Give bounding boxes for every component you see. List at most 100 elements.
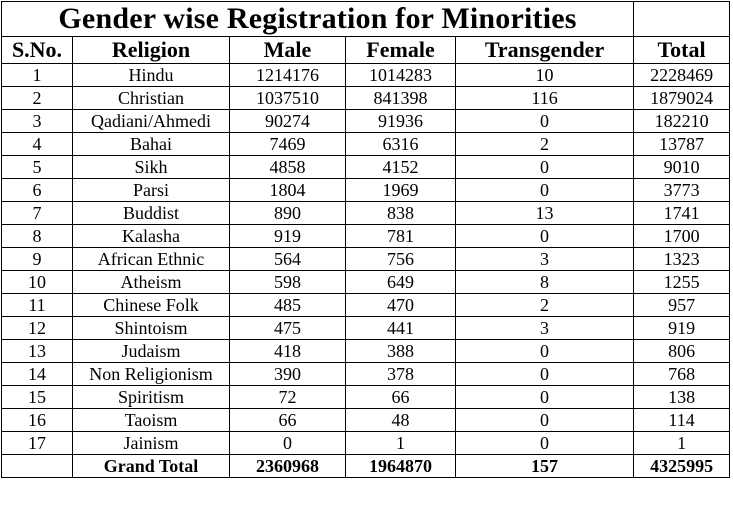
cell-female: 6316	[345, 132, 456, 156]
table-row: 2 Christian 1037510 841398 116 1879024	[1, 86, 731, 110]
header-religion: Religion	[72, 36, 230, 64]
cell-transgender: 3	[454, 247, 635, 271]
cell-religion: African Ethnic	[72, 247, 230, 271]
cell-total: 957	[633, 293, 731, 317]
table-row: 13 Judaism 418 388 0 806	[1, 339, 731, 363]
cell-total: 806	[633, 339, 731, 363]
cell-transgender: 0	[454, 178, 635, 202]
cell-female: 838	[345, 201, 456, 225]
cell-male: 475	[229, 316, 346, 340]
cell-female: 91936	[345, 109, 456, 133]
table-row: 5 Sikh 4858 4152 0 9010	[1, 155, 731, 179]
cell-male: 564	[229, 247, 346, 271]
grand-total-male: 2360968	[229, 454, 346, 478]
cell-transgender: 116	[454, 86, 635, 110]
cell-religion: Sikh	[72, 155, 230, 179]
cell-sno: 12	[1, 316, 73, 340]
cell-male: 919	[229, 224, 346, 248]
cell-female: 1014283	[345, 63, 456, 87]
cell-male: 7469	[229, 132, 346, 156]
cell-total: 2228469	[633, 63, 731, 87]
table-row: 4 Bahai 7469 6316 2 13787	[1, 132, 731, 156]
cell-religion: Atheism	[72, 270, 230, 294]
cell-total: 1879024	[633, 86, 731, 110]
title-blank-cell	[633, 1, 731, 37]
table-title: Gender wise Registration for Minorities	[0, 1, 635, 37]
cell-transgender: 2	[454, 293, 635, 317]
cell-total: 138	[633, 385, 731, 409]
cell-total: 1741	[633, 201, 731, 225]
table-row: 6 Parsi 1804 1969 0 3773	[1, 178, 731, 202]
cell-female: 841398	[345, 86, 456, 110]
cell-religion: Judaism	[72, 339, 230, 363]
table-row: 14 Non Religionism 390 378 0 768	[1, 362, 731, 386]
cell-sno: 13	[1, 339, 73, 363]
cell-sno: 5	[1, 155, 73, 179]
cell-male: 66	[229, 408, 346, 432]
cell-male: 890	[229, 201, 346, 225]
table-row: 7 Buddist 890 838 13 1741	[1, 201, 731, 225]
cell-female: 378	[345, 362, 456, 386]
table-row: 9 African Ethnic 564 756 3 1323	[1, 247, 731, 271]
cell-total: 1	[633, 431, 731, 455]
cell-religion: Hindu	[72, 63, 230, 87]
cell-sno: 1	[1, 63, 73, 87]
table-row: 15 Spiritism 72 66 0 138	[1, 385, 731, 409]
cell-sno: 4	[1, 132, 73, 156]
cell-sno: 2	[1, 86, 73, 110]
table-row: 11 Chinese Folk 485 470 2 957	[1, 293, 731, 317]
grand-total-row: Grand Total 2360968 1964870 157 4325995	[1, 454, 731, 478]
grand-total-transgender: 157	[454, 454, 635, 478]
header-female: Female	[345, 36, 456, 64]
cell-male: 1804	[229, 178, 346, 202]
table-row: 17 Jainism 0 1 0 1	[1, 431, 731, 455]
cell-male: 390	[229, 362, 346, 386]
cell-sno: 8	[1, 224, 73, 248]
cell-religion: Shintoism	[72, 316, 230, 340]
cell-religion: Parsi	[72, 178, 230, 202]
cell-male: 598	[229, 270, 346, 294]
cell-sno: 17	[1, 431, 73, 455]
grand-total-label: Grand Total	[72, 454, 230, 478]
cell-religion: Chinese Folk	[72, 293, 230, 317]
cell-female: 1	[345, 431, 456, 455]
grand-total-female: 1964870	[345, 454, 456, 478]
cell-female: 48	[345, 408, 456, 432]
cell-religion: Spiritism	[72, 385, 230, 409]
cell-sno: 14	[1, 362, 73, 386]
cell-religion: Buddist	[72, 201, 230, 225]
header-row: S.No. Religion Male Female Transgender T…	[1, 36, 731, 64]
cell-religion: Kalasha	[72, 224, 230, 248]
cell-total: 114	[633, 408, 731, 432]
table-row: 10 Atheism 598 649 8 1255	[1, 270, 731, 294]
header-sno: S.No.	[1, 36, 73, 64]
cell-male: 90274	[229, 109, 346, 133]
cell-female: 4152	[345, 155, 456, 179]
cell-male: 72	[229, 385, 346, 409]
cell-transgender: 0	[454, 385, 635, 409]
cell-female: 1969	[345, 178, 456, 202]
header-male: Male	[229, 36, 346, 64]
cell-sno: 15	[1, 385, 73, 409]
cell-total: 182210	[633, 109, 731, 133]
table-row: 16 Taoism 66 48 0 114	[1, 408, 731, 432]
cell-transgender: 8	[454, 270, 635, 294]
cell-female: 388	[345, 339, 456, 363]
grand-total-total: 4325995	[633, 454, 731, 478]
cell-female: 756	[345, 247, 456, 271]
cell-religion: Taoism	[72, 408, 230, 432]
cell-sno: 10	[1, 270, 73, 294]
cell-transgender: 3	[454, 316, 635, 340]
cell-total: 768	[633, 362, 731, 386]
cell-transgender: 10	[454, 63, 635, 87]
cell-religion: Christian	[72, 86, 230, 110]
registration-table: Gender wise Registration for Minorities …	[0, 1, 731, 478]
cell-female: 649	[345, 270, 456, 294]
cell-transgender: 2	[454, 132, 635, 156]
title-row: Gender wise Registration for Minorities	[0, 1, 731, 37]
cell-male: 1214176	[229, 63, 346, 87]
cell-total: 3773	[633, 178, 731, 202]
cell-male: 485	[229, 293, 346, 317]
grand-total-blank-cell	[1, 454, 73, 478]
